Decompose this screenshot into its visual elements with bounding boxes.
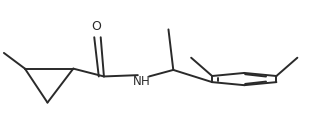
Text: O: O bbox=[91, 20, 101, 33]
Text: H: H bbox=[141, 75, 150, 88]
Text: N: N bbox=[133, 75, 142, 88]
